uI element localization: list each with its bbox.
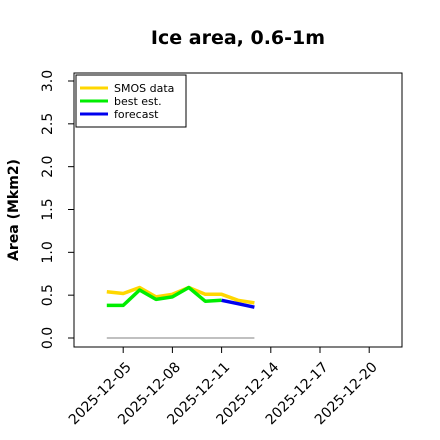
y-axis: 0.0 0.5 1.0 1.5 2.0 2.5 3.0 [40,70,74,349]
y-tick-label: 1.0 [40,241,56,263]
legend-label-forecast: forecast [114,108,159,121]
y-tick-label: 2.0 [40,156,56,178]
y-tick-label: 3.0 [40,70,56,92]
legend-label-best-est: best est. [114,95,162,108]
legend-box [75,74,187,128]
x-axis: 2025-12-052025-12-082025-12-112025-12-14… [66,347,381,428]
series-line-forecast [221,298,255,309]
chart-title: Ice area, 0.6-1m [151,27,325,49]
legend-label-smos: SMOS data [114,82,174,95]
y-tick-label: 1.5 [40,198,56,220]
y-axis-label: Area (Mkm2) [6,159,22,261]
y-tick-label: 0.0 [40,327,56,349]
y-tick-label: 2.5 [40,113,56,135]
y-tick-label: 0.5 [40,284,56,306]
series-line-best-est [106,285,222,308]
series-group [106,285,255,339]
legend: SMOS data best est. forecast [75,74,187,128]
